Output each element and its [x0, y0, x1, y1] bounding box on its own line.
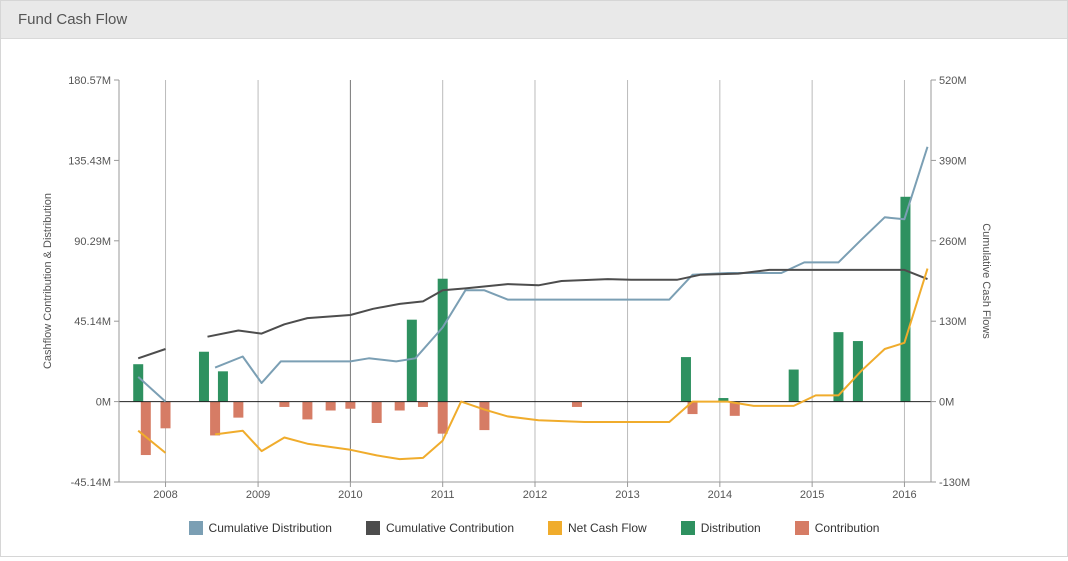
distribution-bar	[437, 278, 448, 402]
x-tick-label: 2014	[708, 489, 732, 501]
x-tick-label: 2009	[246, 489, 270, 501]
right-axis-title: Cumulative Cash Flows	[980, 223, 992, 339]
legend-label: Cumulative Distribution	[208, 521, 332, 535]
contribution-bar	[571, 401, 582, 407]
legend-item[interactable]: Cumulative Distribution	[188, 521, 332, 535]
left-axis-title: Cashflow Contribution & Distribution	[42, 193, 54, 369]
contribution-bar	[417, 401, 428, 407]
left-y-tick-label: 0M	[96, 397, 111, 409]
right-y-tick-label: 520M	[939, 75, 967, 87]
right-y-tick-label: 390M	[939, 155, 967, 167]
contribution-bar	[479, 401, 490, 431]
panel-header: Fund Cash Flow	[1, 1, 1067, 39]
right-y-tick-label: 130M	[939, 316, 967, 328]
contribution-bar	[279, 401, 290, 407]
cash-flow-chart: 2008 2009 2010 2011 2012 2013 2014 2015 2016 180.…	[42, 75, 992, 501]
distribution-bar	[852, 341, 863, 402]
left-y-tick-label: 135.43M	[68, 155, 111, 167]
contribution-bar	[371, 401, 382, 423]
panel-title: Fund Cash Flow	[18, 11, 128, 28]
contribution-bar	[729, 401, 740, 416]
legend-label: Net Cash Flow	[568, 521, 647, 535]
left-y-tick-label: 180.57M	[68, 75, 111, 87]
legend-swatch	[548, 521, 562, 535]
contribution-bar	[302, 401, 313, 420]
distribution-bar	[680, 357, 691, 402]
legend-swatch	[365, 521, 380, 535]
contribution-bar	[437, 401, 448, 434]
bar-series	[133, 196, 911, 456]
x-tick-label: 2013	[615, 489, 639, 501]
x-tick-label: 2010	[338, 489, 362, 501]
chart-area: 2008 2009 2010 2011 2012 2013 2014 2015 2016 180.…	[1, 40, 1067, 556]
contribution-bar	[210, 401, 221, 436]
right-y-tick-label: 260M	[939, 236, 967, 248]
legend-swatch	[794, 521, 809, 535]
left-y-tick-label: 90.29M	[74, 236, 111, 248]
cumulative-distribution-line	[214, 146, 929, 384]
contribution-bar	[140, 401, 151, 456]
distribution-bar	[900, 196, 911, 402]
distribution-bar	[406, 319, 417, 402]
net-cash-flow-line	[137, 429, 167, 454]
legend-label: Distribution	[700, 521, 761, 535]
legend-item[interactable]: Distribution	[680, 521, 761, 535]
contribution-bar	[687, 401, 698, 415]
net-cash-flow-line	[214, 268, 929, 461]
x-tick-label: 2016	[892, 489, 916, 501]
legend-label: Cumulative Contribution	[385, 521, 514, 535]
contribution-bar	[345, 401, 356, 409]
x-tick-label: 2008	[153, 489, 177, 501]
distribution-bar	[217, 371, 228, 402]
left-y-tick-label: -45.14M	[71, 477, 111, 489]
x-tick-label: 2011	[431, 489, 455, 501]
distribution-bar	[833, 332, 844, 402]
distribution-bar	[718, 398, 729, 402]
distribution-bar	[788, 369, 799, 402]
cumulative-contribution-line	[137, 348, 166, 360]
right-y-tick-label: -130M	[939, 477, 970, 489]
legend-swatch	[188, 521, 203, 535]
left-y-tick-label: 45.14M	[74, 316, 111, 328]
legend-label: Contribution	[814, 521, 880, 535]
x-tick-label: 2012	[523, 489, 547, 501]
contribution-bar	[325, 401, 336, 411]
legend-item[interactable]: Net Cash Flow	[548, 521, 647, 535]
cumulative-distribution-line	[137, 376, 167, 403]
contribution-bar	[394, 401, 405, 411]
chart-legend: Cumulative Distribution Cumulative Contri…	[1, 517, 1067, 539]
contribution-bar	[233, 401, 244, 418]
x-tick-label: 2015	[800, 489, 824, 501]
distribution-bar	[133, 364, 144, 402]
vertical-gridlines	[165, 80, 905, 482]
distribution-bar	[198, 351, 209, 402]
right-y-tick-label: 0M	[939, 397, 954, 409]
axes	[114, 79, 936, 487]
legend-item[interactable]: Contribution	[794, 521, 880, 535]
contribution-bar	[160, 401, 171, 429]
legend-item[interactable]: Cumulative Contribution	[365, 521, 514, 535]
line-series	[137, 146, 929, 461]
axis-labels: 2008 2009 2010 2011 2012 2013 2014 2015 2016 180.…	[42, 75, 992, 501]
legend-swatch	[680, 521, 695, 535]
cumulative-contribution-line	[207, 268, 928, 338]
